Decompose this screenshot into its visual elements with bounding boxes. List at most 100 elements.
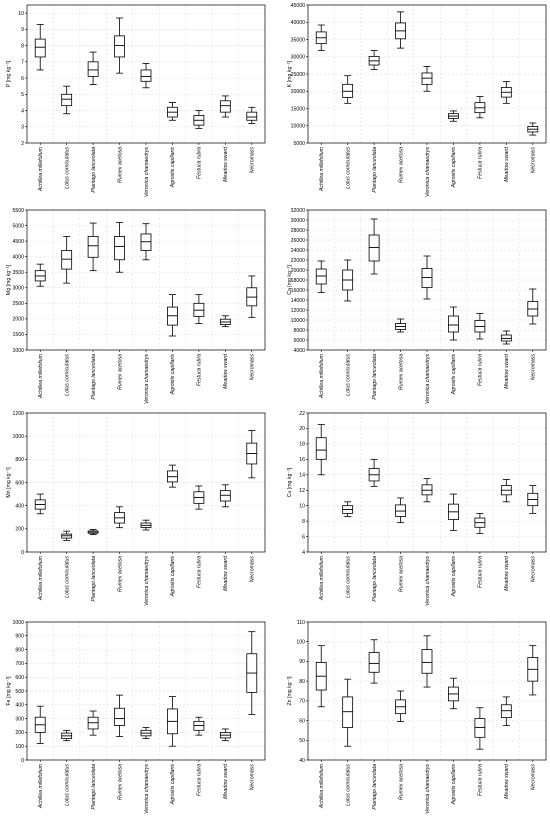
category-label: Necromass xyxy=(531,764,537,791)
y-tick-label: 28000 xyxy=(291,228,306,234)
y-tick-label: 1200 xyxy=(12,411,24,417)
category-label: Meadow sward xyxy=(504,555,510,591)
category-label: Festuca rubra xyxy=(197,764,203,796)
category-label: Lotus corniculatus xyxy=(345,764,351,806)
y-tick-label: 20 xyxy=(299,426,305,432)
category-label: Necromass xyxy=(531,556,537,583)
category-label: Rumex acetosa xyxy=(398,764,404,800)
category-label: Festuca rubra xyxy=(478,147,484,179)
y-tick-label: 22000 xyxy=(291,258,306,264)
chart-panel: 1000 1500 2000 2500 3000 3500 4000 4500 5000 5500… xyxy=(6,208,266,404)
y-tick-label: 6 xyxy=(21,76,24,82)
y-tick-label: 4 xyxy=(302,550,305,556)
y-axis-label: Mg [mg kg⁻¹] xyxy=(6,264,12,295)
category-label: Agrostis capillaris xyxy=(170,764,176,806)
category-label: Necromass xyxy=(531,147,537,174)
y-axis-label: Cu [mg kg⁻¹] xyxy=(287,467,293,497)
category-label: Meadow sward xyxy=(223,353,229,389)
y-tick-label: 25000 xyxy=(291,72,306,78)
box-iqr xyxy=(114,236,125,261)
category-label: Agrostis capillaris xyxy=(451,764,457,806)
category-label: Necromass xyxy=(250,354,256,381)
box-iqr xyxy=(368,652,380,673)
category-label: Veronica chamaedrys xyxy=(144,764,150,814)
y-tick-label: 800 xyxy=(15,647,24,653)
y-tick-label: 0 xyxy=(21,550,24,556)
box-iqr xyxy=(219,100,231,113)
category-label: Meadow sward xyxy=(504,353,510,389)
y-tick-label: 2500 xyxy=(12,301,24,307)
box-iqr xyxy=(421,268,433,288)
category-label: Plantago lanceolata xyxy=(91,556,97,602)
y-tick-label: 9 xyxy=(21,27,24,33)
y-tick-label: 700 xyxy=(15,661,24,667)
category-label: Plantago lanceolata xyxy=(372,147,378,193)
category-label: Rumex acetosa xyxy=(398,147,404,183)
box-iqr xyxy=(140,233,152,251)
y-tick-label: 10 xyxy=(299,503,305,509)
box-iqr xyxy=(448,315,459,333)
y-tick-label: 3500 xyxy=(12,270,24,276)
box-iqr xyxy=(421,72,433,85)
category-label: Festuca rubra xyxy=(197,556,203,588)
category-label: Agrostis capillaris xyxy=(451,354,457,396)
y-tick-label: 800 xyxy=(15,457,24,463)
y-tick-label: 18000 xyxy=(291,278,306,284)
category-label: Lotus corniculatus xyxy=(64,147,70,189)
y-tick-label: 1500 xyxy=(12,332,24,338)
y-tick-label: 20000 xyxy=(291,268,306,274)
y-tick-label: 12000 xyxy=(291,308,306,314)
y-tick-label: 8 xyxy=(302,519,305,525)
y-tick-label: 4000 xyxy=(293,348,305,354)
y-tick-label: 12 xyxy=(299,488,305,494)
y-tick-label: 90 xyxy=(299,659,305,665)
category-label: Achillea millefolium xyxy=(38,763,44,809)
category-label: Veronica chamaedrys xyxy=(425,764,431,814)
y-axis-label: Ca [mg kg⁻¹] xyxy=(287,265,293,295)
category-label: Lotus corniculatus xyxy=(345,354,351,396)
category-label: Necromass xyxy=(531,354,537,381)
y-tick-label: 10 xyxy=(18,11,24,17)
y-tick-label: 7 xyxy=(21,60,24,66)
y-tick-label: 14000 xyxy=(291,298,306,304)
y-tick-label: 20000 xyxy=(291,89,306,95)
y-tick-label: 4500 xyxy=(12,239,24,245)
box-iqr xyxy=(61,250,73,270)
box-iqr xyxy=(219,490,231,502)
y-tick-label: 6 xyxy=(302,534,305,540)
category-label: Rumex acetosa xyxy=(117,354,123,390)
box-iqr xyxy=(140,69,152,82)
category-label: Achillea millefolium xyxy=(319,763,325,809)
y-axis-label: Zn [mg kg⁻¹] xyxy=(287,676,293,706)
category-label: Agrostis capillaris xyxy=(170,147,176,189)
category-label: Achillea millefolium xyxy=(319,146,325,192)
category-label: Meadow sward xyxy=(504,763,510,799)
category-label: Achillea millefolium xyxy=(38,555,44,601)
category-label: Plantago lanceolata xyxy=(91,354,97,400)
y-tick-label: 22 xyxy=(299,411,305,417)
category-label: Lotus corniculatus xyxy=(345,147,351,189)
chart-panel: 2 3 4 5 6 7 8 9 10 P [mg kg⁻¹] Achillea millefoliu… xyxy=(6,4,266,197)
y-tick-label: 4 xyxy=(21,108,24,114)
category-label: Veronica chamaedrys xyxy=(425,556,431,606)
category-label: Meadow sward xyxy=(223,555,229,591)
y-tick-label: 8 xyxy=(21,43,24,49)
y-tick-label: 30000 xyxy=(291,218,306,224)
box-iqr xyxy=(61,93,73,107)
category-label: Rumex acetosa xyxy=(117,556,123,592)
y-tick-label: 45000 xyxy=(291,3,306,9)
y-tick-label: 10000 xyxy=(291,124,306,130)
category-label: Plantago lanceolata xyxy=(372,556,378,602)
y-tick-label: 600 xyxy=(15,675,24,681)
category-label: Meadow sward xyxy=(504,146,510,182)
category-label: Achillea millefolium xyxy=(319,353,325,399)
y-tick-label: 200 xyxy=(15,527,24,533)
category-label: Veronica chamaedrys xyxy=(425,354,431,404)
category-label: Festuca rubra xyxy=(197,147,203,179)
chart-panel: 4000 6000 8000 10000 12000 14000 16000 18000 200… xyxy=(287,208,547,404)
category-label: Plantago lanceolata xyxy=(91,764,97,810)
y-tick-label: 60 xyxy=(299,718,305,724)
y-tick-label: 5000 xyxy=(293,141,305,147)
category-label: Achillea millefolium xyxy=(38,353,44,399)
